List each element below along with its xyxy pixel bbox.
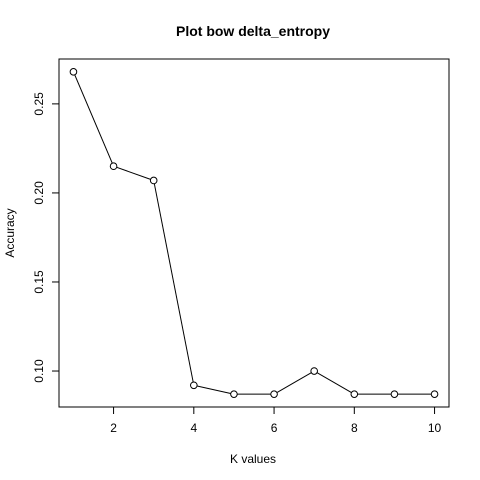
series-line-segment [196, 385, 231, 394]
series-line-segment [116, 166, 151, 180]
plot-area-frame [58, 58, 450, 408]
data-point [310, 367, 318, 375]
data-point [430, 390, 439, 398]
y-tick-label: 0.25 [32, 92, 46, 116]
series-line-segment [316, 372, 352, 393]
x-tick-label: 6 [271, 421, 278, 435]
data-point [149, 176, 158, 185]
x-tick-label: 2 [110, 421, 117, 435]
data-point [270, 390, 278, 398]
y-tick-label: 0.15 [32, 270, 46, 294]
data-point [390, 390, 399, 398]
chart-title: Plot bow delta_entropy [176, 23, 330, 39]
y-tick-label: 0.20 [32, 181, 46, 205]
x-tick-label: 10 [428, 421, 442, 435]
data-point [230, 390, 238, 398]
series-line-segment [74, 74, 113, 164]
x-tick-label: 4 [190, 421, 197, 435]
y-tick-label: 0.10 [32, 359, 46, 383]
data-point [190, 381, 198, 390]
data-point [69, 68, 78, 76]
x-tick-label: 8 [351, 421, 358, 435]
data-point [109, 162, 118, 171]
series-line-segment [153, 183, 194, 383]
y-axis-label: Accuracy [3, 208, 17, 257]
x-axis-label: K values [230, 452, 276, 466]
series-line-segment [276, 372, 312, 393]
data-point [350, 390, 359, 398]
y-axis: 0.10 0.15 0.20 0.25 [32, 92, 60, 383]
data-series [69, 68, 439, 398]
x-axis: 2 4 6 8 10 [110, 406, 442, 435]
